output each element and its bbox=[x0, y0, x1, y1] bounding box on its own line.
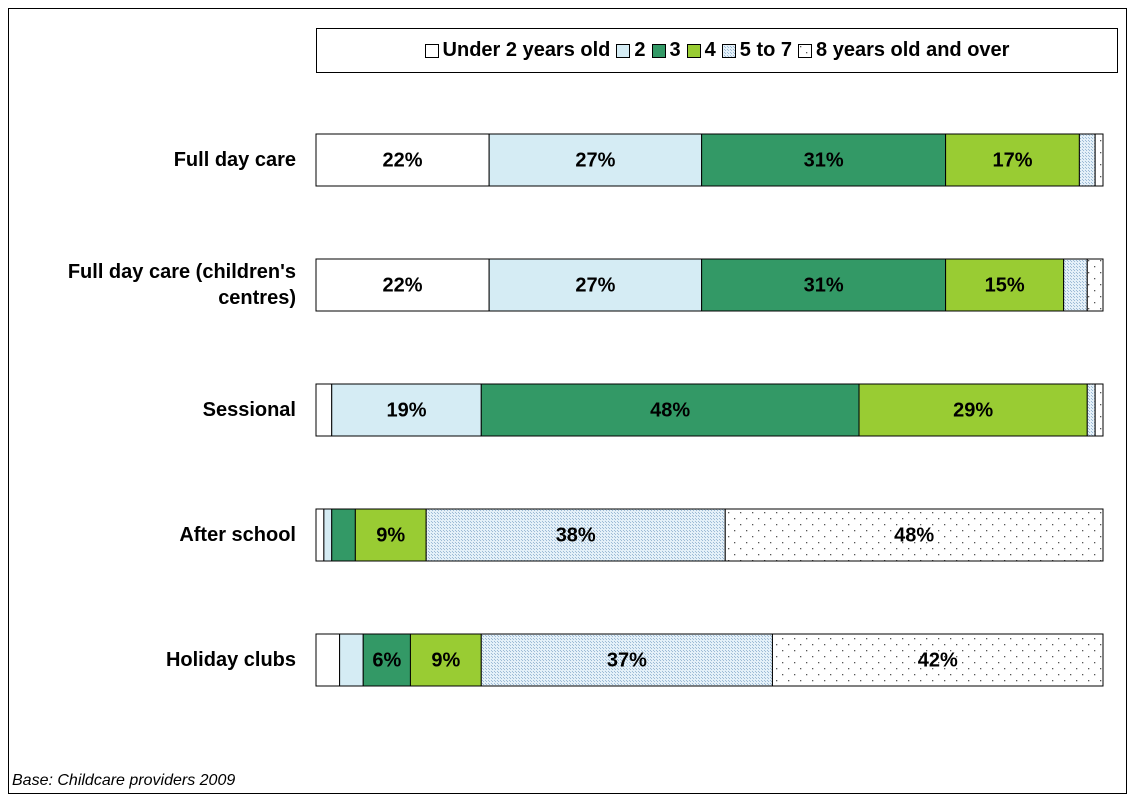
legend-swatch bbox=[686, 43, 701, 58]
bar-segment bbox=[945, 258, 1065, 312]
chart-frame bbox=[8, 8, 1127, 794]
data-label: 31% bbox=[804, 149, 844, 171]
legend-label: 4 bbox=[704, 39, 716, 61]
bar-segment bbox=[480, 383, 860, 437]
bar-segment bbox=[1086, 258, 1104, 312]
data-label: 9% bbox=[376, 524, 405, 546]
bar-segment bbox=[488, 258, 703, 312]
data-label: 48% bbox=[650, 399, 690, 421]
data-label: 17% bbox=[992, 149, 1032, 171]
bar-segment bbox=[339, 633, 364, 687]
legend-entry: 4 bbox=[686, 39, 716, 62]
legend-swatch bbox=[424, 43, 439, 58]
bar-segment bbox=[724, 508, 1104, 562]
legend-swatch bbox=[616, 43, 631, 58]
bar-segment bbox=[1094, 383, 1104, 437]
data-label: 42% bbox=[918, 649, 958, 671]
category-label: Full day care (children's centres) bbox=[67, 261, 296, 309]
legend-label: 8 years old and over bbox=[816, 39, 1010, 61]
bar-segment bbox=[488, 133, 703, 187]
bar-segment bbox=[323, 508, 333, 562]
bar-segment bbox=[771, 633, 1104, 687]
data-label: 37% bbox=[607, 649, 647, 671]
bar-segment bbox=[1063, 258, 1088, 312]
data-label: 27% bbox=[575, 149, 615, 171]
legend-swatch-box bbox=[616, 43, 631, 58]
legend-entry: 5 to 7 bbox=[721, 39, 793, 62]
legend-entry: 3 bbox=[651, 39, 681, 62]
bar-segment bbox=[701, 258, 947, 312]
bar-segment bbox=[425, 508, 726, 562]
legend-entry: 8 years old and over bbox=[798, 39, 1009, 62]
data-label: 22% bbox=[383, 149, 423, 171]
legend-entry: Under 2 years old bbox=[424, 39, 611, 62]
legend-label: 2 bbox=[634, 39, 646, 61]
data-label: 6% bbox=[372, 649, 401, 671]
bar-segment bbox=[331, 383, 482, 437]
bar-segment bbox=[858, 383, 1088, 437]
data-label: 15% bbox=[985, 274, 1025, 296]
bar-segment bbox=[362, 633, 411, 687]
bar-segment bbox=[480, 633, 773, 687]
bar-segment bbox=[701, 133, 947, 187]
data-label: 38% bbox=[556, 524, 596, 546]
data-label: 19% bbox=[386, 399, 426, 421]
bar-segment bbox=[315, 383, 333, 437]
legend-swatch bbox=[721, 43, 736, 58]
bar-segment bbox=[315, 633, 341, 687]
bar-segment bbox=[331, 508, 356, 562]
legend-label: 5 to 7 bbox=[739, 39, 793, 61]
bar-segment bbox=[315, 133, 490, 187]
category-label: Full day care bbox=[173, 149, 296, 171]
bar-segment bbox=[315, 508, 325, 562]
category-label: Holiday clubs bbox=[165, 649, 296, 671]
bar-segment bbox=[409, 633, 482, 687]
legend-label: Under 2 years old bbox=[442, 39, 611, 61]
bar-segment bbox=[354, 508, 427, 562]
data-label: 9% bbox=[431, 649, 460, 671]
data-label: 27% bbox=[575, 274, 615, 296]
legend-swatch-box bbox=[686, 43, 701, 58]
legend-swatch-box bbox=[721, 43, 736, 58]
bar-segment bbox=[1078, 133, 1096, 187]
legend-swatch bbox=[798, 43, 813, 58]
legend-swatch-box bbox=[424, 43, 439, 58]
data-label: 31% bbox=[804, 274, 844, 296]
legend-swatch bbox=[651, 43, 666, 58]
category-label: Sessional bbox=[202, 399, 296, 421]
legend-swatch-box bbox=[651, 43, 666, 58]
data-label: 48% bbox=[894, 524, 934, 546]
category-label: After school bbox=[179, 524, 296, 546]
legend-swatch-box bbox=[798, 43, 813, 58]
legend-label: 3 bbox=[669, 39, 681, 61]
data-label: 22% bbox=[383, 274, 423, 296]
legend: Under 2 years old 2 3 4 5 to 7 8 years old an… bbox=[316, 28, 1118, 73]
legend-entry: 2 bbox=[616, 39, 646, 62]
bar-segment bbox=[1086, 383, 1096, 437]
data-label: 29% bbox=[953, 399, 993, 421]
bar-segment bbox=[1094, 133, 1104, 187]
footnote: Base: Childcare providers 2009 bbox=[12, 772, 236, 789]
